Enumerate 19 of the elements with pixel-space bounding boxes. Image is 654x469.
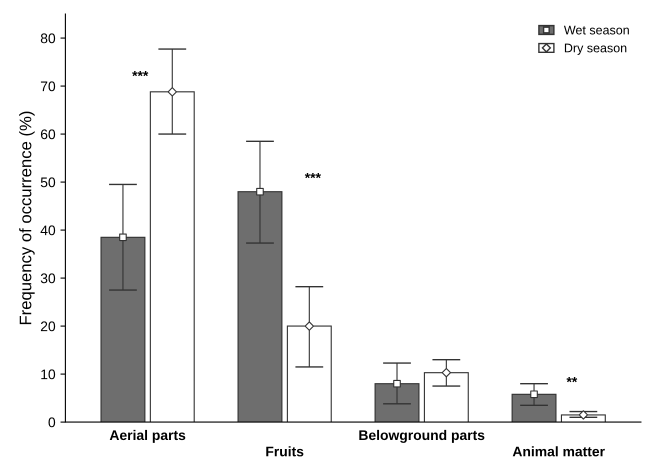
x-tick-label: Belowground parts <box>359 430 484 443</box>
x-tick-label: Animal matter <box>512 446 605 456</box>
y-tick-label: 40 <box>40 225 56 236</box>
y-tick-label: 60 <box>40 129 56 140</box>
y-tick-label: 10 <box>41 369 56 380</box>
x-tick-label: Fruits <box>266 446 304 456</box>
y-tick-label: 0 <box>48 417 56 428</box>
annotation: *** <box>304 173 321 178</box>
y-axis-title: Frequency of occurrence (%) <box>19 112 35 324</box>
annotation: *** <box>132 71 148 76</box>
y-tick-label: 50 <box>40 177 56 188</box>
legend-label: Dry season <box>564 44 626 55</box>
y-tick-label: 30 <box>40 273 56 284</box>
y-tick-label: 70 <box>40 81 56 92</box>
x-tick-label: Aerial parts <box>110 430 186 443</box>
y-tick-label: 80 <box>40 33 56 44</box>
legend-label: Wet season <box>564 26 629 34</box>
annotation: ** <box>566 377 578 382</box>
y-tick-label: 20 <box>40 321 56 332</box>
